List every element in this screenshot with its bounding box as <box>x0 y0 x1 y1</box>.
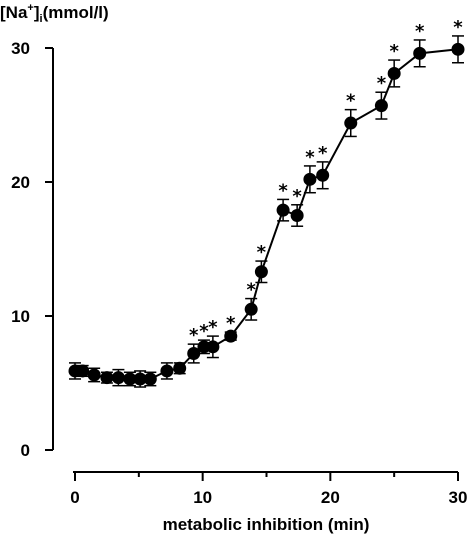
data-point <box>413 46 427 60</box>
data-point <box>451 42 465 56</box>
y-tick-label: 0 <box>21 441 30 460</box>
significance-star: * <box>226 313 236 334</box>
data-points <box>68 42 465 386</box>
data-point <box>160 364 174 378</box>
significance-star: * <box>346 91 356 112</box>
significance-star: * <box>305 147 315 168</box>
data-point <box>316 168 330 182</box>
significance-star: * <box>208 317 218 338</box>
data-point <box>387 66 401 80</box>
significance-star: * <box>257 242 267 263</box>
data-point <box>244 302 258 316</box>
y-tick-label: 20 <box>11 173 30 192</box>
error-bars <box>69 35 464 388</box>
data-point <box>76 364 90 378</box>
data-point <box>344 116 358 130</box>
x-tick-label: 10 <box>193 488 212 507</box>
significance-star: * <box>415 21 425 42</box>
data-point <box>143 372 157 386</box>
y-axis-label: [Na+]i(mmol/l) <box>0 2 109 25</box>
data-point <box>123 372 137 386</box>
data-point <box>87 368 101 382</box>
significance-star: * <box>377 73 387 94</box>
y-label-unit: (mmol/l) <box>43 3 109 22</box>
data-point <box>276 203 290 217</box>
data-point <box>187 347 201 361</box>
data-point <box>206 340 220 354</box>
significance-star: * <box>389 41 399 62</box>
significance-star: * <box>189 325 199 346</box>
data-point <box>374 99 388 113</box>
data-point <box>173 361 187 375</box>
series-line <box>75 48 459 380</box>
y-ticks: 0 10 20 30 <box>11 39 53 460</box>
y-label-sup: + <box>27 2 33 14</box>
significance-star: * <box>199 321 209 342</box>
data-point <box>111 371 125 385</box>
y-label-close: ] <box>34 3 40 22</box>
data-point <box>254 265 268 279</box>
significance-star: * <box>292 186 302 207</box>
y-label-sub: i <box>40 13 43 25</box>
x-tick-label: 20 <box>321 488 340 507</box>
y-label-main: [Na <box>0 3 28 22</box>
x-tick-label: 30 <box>449 488 468 507</box>
data-point <box>100 371 114 385</box>
y-tick-label: 10 <box>11 307 30 326</box>
significance-star: * <box>453 17 463 38</box>
data-point <box>303 172 317 186</box>
x-tick-label: 0 <box>70 488 79 507</box>
x-ticks: 0 10 20 30 <box>70 472 467 507</box>
x-axis-title: metabolic inhibition (min) <box>163 515 370 534</box>
data-point <box>290 209 304 222</box>
data-point <box>197 340 211 354</box>
data-point <box>224 329 238 343</box>
significance-star: * <box>246 280 256 301</box>
y-tick-label: 30 <box>11 39 30 58</box>
significance-markers: * * * **** ** ***** * <box>189 17 463 346</box>
data-point <box>133 372 147 386</box>
significance-star: * <box>318 143 328 164</box>
significance-star: * <box>278 180 288 201</box>
